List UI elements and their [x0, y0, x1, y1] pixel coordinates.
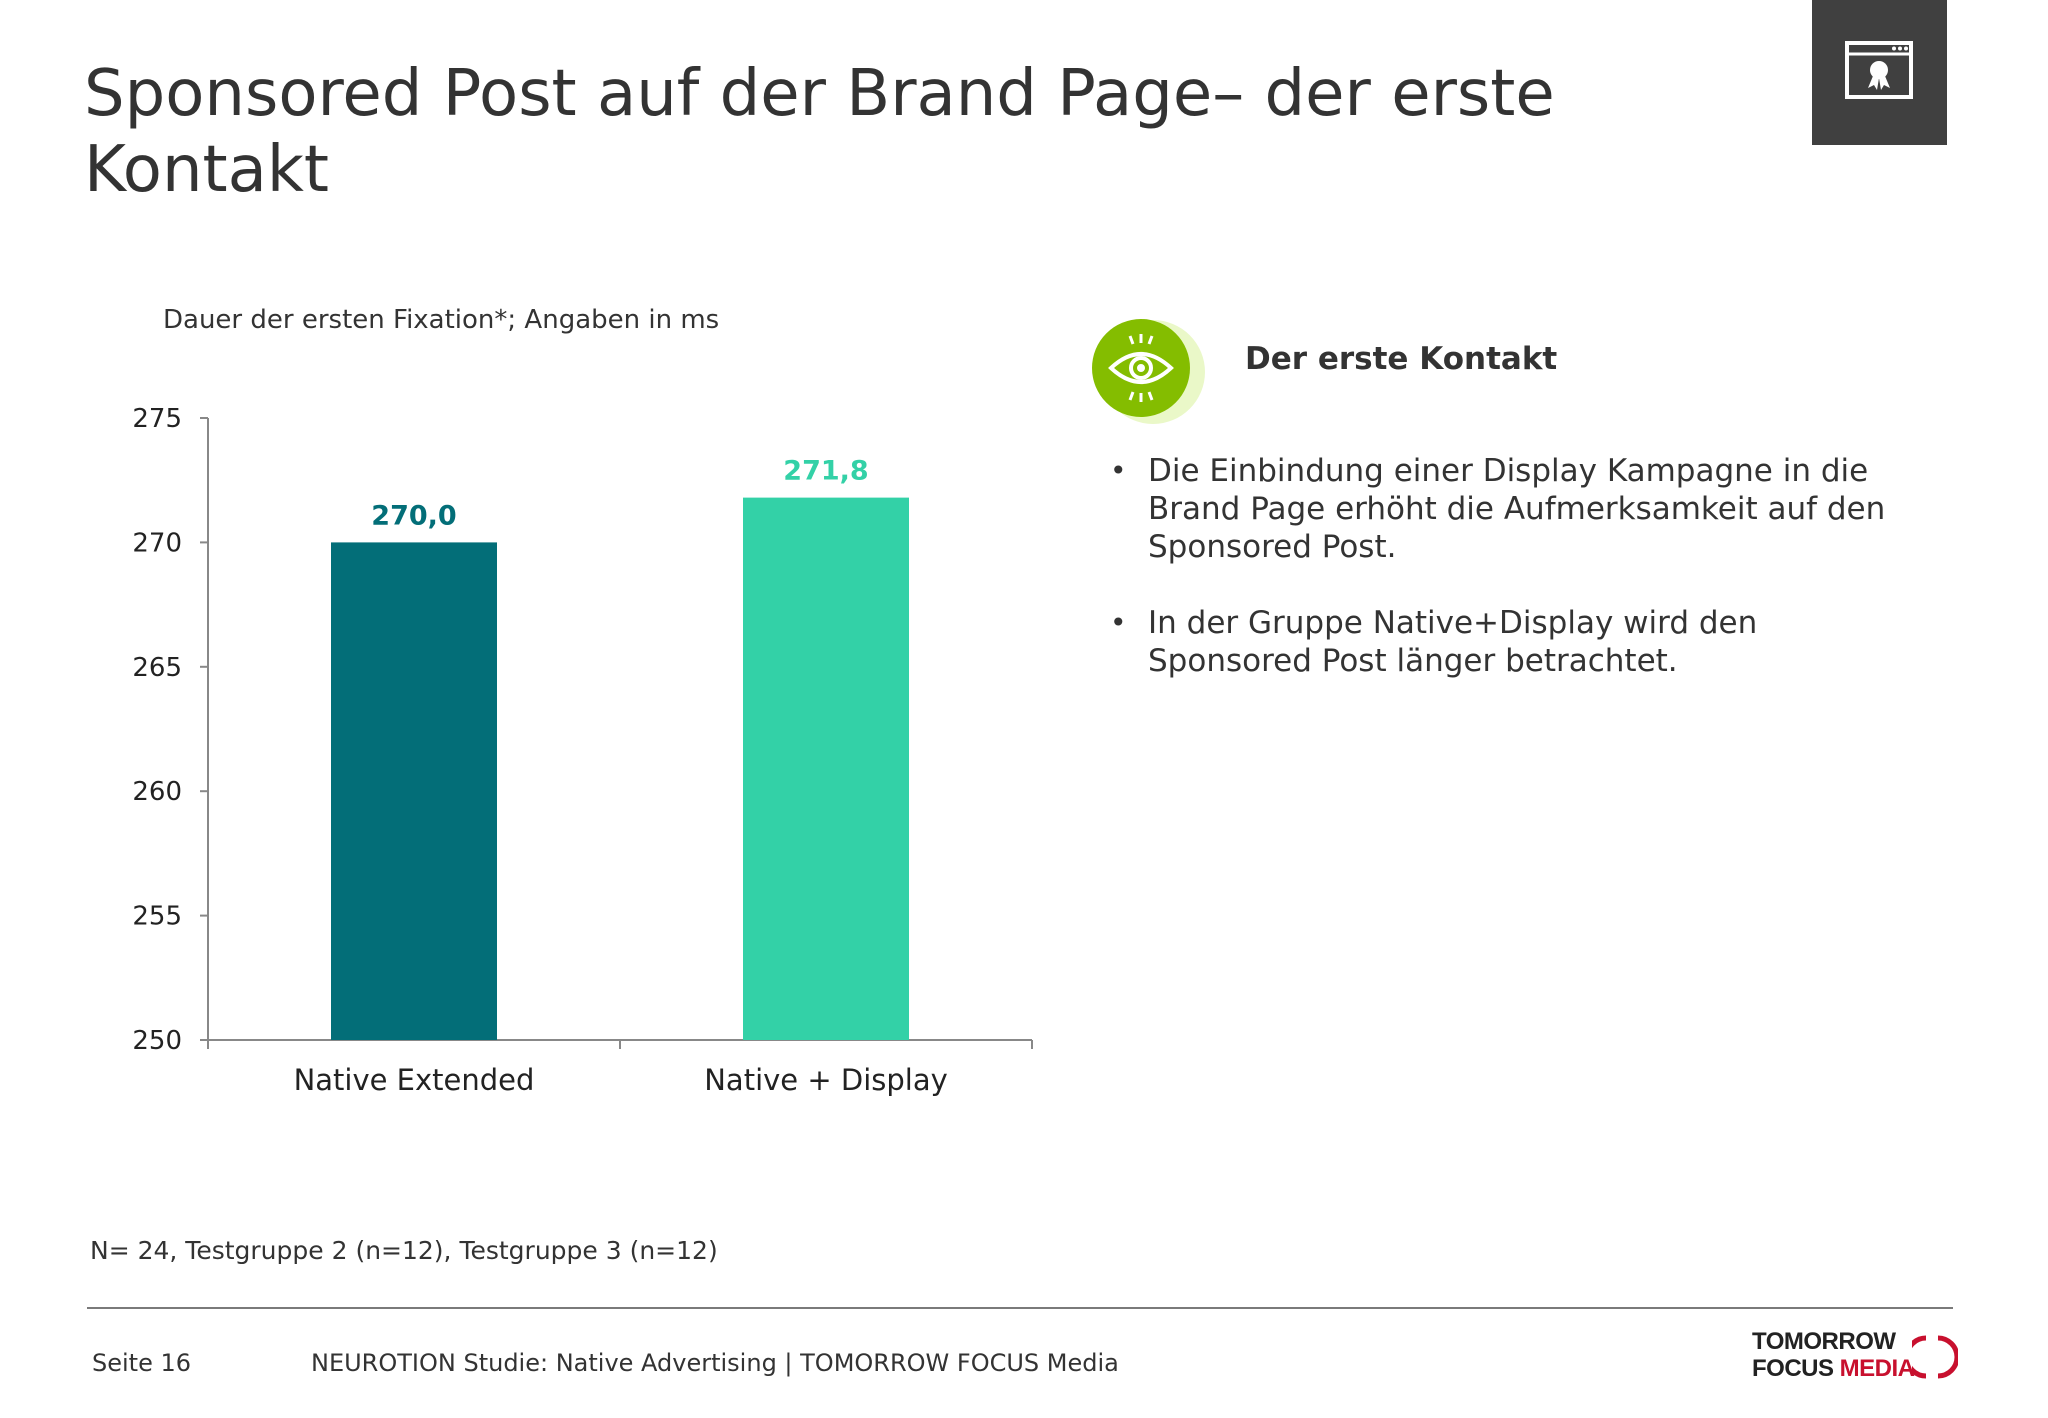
page-number: Seite 16 [92, 1349, 192, 1377]
y-tick-label: 255 [132, 902, 182, 932]
slide-title: Sponsored Post auf der Brand Page– der e… [84, 57, 1555, 207]
y-tick-label: 275 [132, 404, 182, 434]
eye-icon [1092, 319, 1205, 424]
x-tick-label: Native Extended [294, 1063, 535, 1097]
y-tick-label: 250 [132, 1026, 182, 1056]
logo-focus: FOCUS [1752, 1355, 1834, 1382]
x-tick-label: Native + Display [704, 1063, 948, 1097]
logo-media: MEDIA [1839, 1355, 1915, 1382]
bar-chart: 250 255 260 265 270 275 270,0 Native Extended 2… [132, 404, 1033, 1097]
bar-value-label: 270,0 [371, 500, 456, 531]
footnote: N= 24, Testgruppe 2 (n=12), Testgruppe 3… [90, 1236, 718, 1265]
y-tick-label: 265 [132, 653, 182, 683]
eye-badge [1088, 318, 1228, 428]
y-tick-label: 270 [132, 528, 182, 558]
y-tick-label: 260 [132, 777, 182, 807]
bullet-item: • In der Gruppe Native+Display wird den … [1100, 604, 1930, 680]
logo-mark-icon [1912, 1335, 1958, 1379]
bullet-icon: • [1110, 454, 1127, 487]
bar-value-label: 271,8 [783, 456, 868, 487]
bar [743, 497, 909, 1041]
bullet-icon: • [1110, 606, 1127, 639]
bar [331, 542, 497, 1040]
chart-subtitle: Dauer der ersten Fixation*; Angaben in m… [163, 305, 720, 335]
footer-text: NEUROTION Studie: Native Advertising | T… [311, 1349, 1119, 1377]
company-logo: TOMORROW FOCUS MEDIA [1752, 1328, 1962, 1388]
bullet-item: • Die Einbindung einer Display Kampagne … [1100, 452, 1930, 566]
panel-heading: Der erste Kontakt [1245, 341, 1558, 377]
bullet-text: In der Gruppe Native+Display wird den Sp… [1148, 605, 1758, 679]
footer-divider [87, 1307, 1953, 1309]
logo-line-1: TOMORROW [1752, 1328, 1896, 1355]
bullet-text: Die Einbindung einer Display Kampagne in… [1148, 453, 1886, 565]
bullet-list: • Die Einbindung einer Display Kampagne … [1100, 452, 1930, 718]
logo-line-2: FOCUS MEDIA [1752, 1355, 1915, 1383]
browser-award-icon [1845, 41, 1913, 99]
corner-badge [1812, 0, 1947, 145]
